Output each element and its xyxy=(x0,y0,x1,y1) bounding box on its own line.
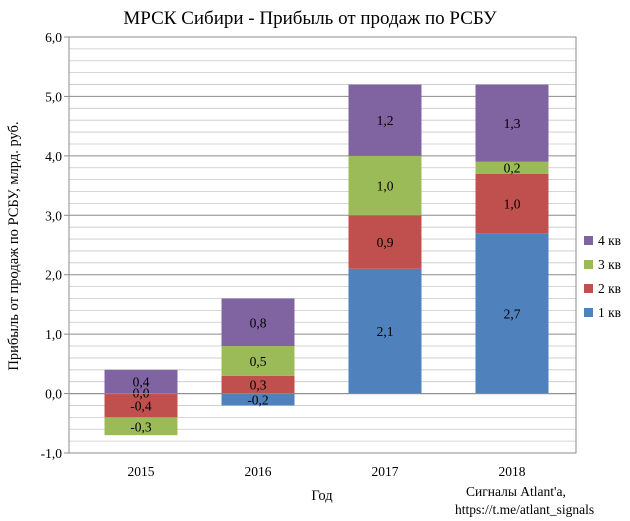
data-label-2017-q4: 1,2 xyxy=(377,113,394,128)
data-label-2018-q2: 1,0 xyxy=(504,196,521,211)
chart-title: МРСК Сибири - Прибыль от продаж по РСБУ xyxy=(123,8,497,29)
data-label-2015-q2: -0,4 xyxy=(130,398,152,413)
bar-2016-q3 xyxy=(221,346,295,376)
y-tick-label: 4,0 xyxy=(45,149,62,164)
legend-label-2: 2 кв xyxy=(598,281,621,296)
y-tick-label: 6,0 xyxy=(45,30,62,45)
bar-2017-q3 xyxy=(348,155,422,216)
data-label-2016-q1: -0,2 xyxy=(247,393,268,408)
y-tick-label: 0,0 xyxy=(45,387,62,402)
y-tick-label: 3,0 xyxy=(45,208,62,223)
data-label-2018-q1: 2,7 xyxy=(504,306,521,321)
data-label-2017-q1: 2,1 xyxy=(377,324,394,339)
bar-2017-q4 xyxy=(348,84,422,156)
credit-line-1: Сигналы Atlant'a, xyxy=(466,484,566,499)
legend-swatch-3 xyxy=(584,260,593,269)
x-axis: 2015 2016 2017 2018 xyxy=(69,393,576,479)
legend-swatch-4 xyxy=(584,236,593,245)
legend-label-3: 3 кв xyxy=(598,257,621,272)
data-label-2016-q2: 0,3 xyxy=(250,378,267,393)
bar-2015-q4 xyxy=(104,369,178,394)
bar-2016-q1 xyxy=(221,393,295,406)
x-tick-label-2018: 2018 xyxy=(499,464,526,479)
bar-2016-q2 xyxy=(221,375,295,394)
bar-2015-q3 xyxy=(104,417,178,436)
data-label-2018-q3: 0,2 xyxy=(504,161,521,176)
y-tick-label: 1,0 xyxy=(45,327,62,342)
bar-2018-q2 xyxy=(475,173,549,234)
plot-border xyxy=(68,36,577,454)
bars xyxy=(104,84,549,436)
y-axis: -1,0 0,0 1,0 2,0 3,0 4,0 5,0 6,0 xyxy=(41,30,69,461)
y-axis-title: Прибыль от продаж по РСБУ, млрд. руб. xyxy=(6,121,22,370)
data-label-2015-q4: 0,4 xyxy=(133,375,150,390)
y-tick-label: 5,0 xyxy=(45,89,62,104)
legend-swatch-1 xyxy=(584,308,593,317)
data-label-2015-q3: -0,3 xyxy=(130,419,152,434)
x-tick-label-2017: 2017 xyxy=(372,464,399,479)
bar-2017-q2 xyxy=(348,215,422,269)
bar-2015-q2 xyxy=(104,393,178,418)
bar-2018-q1 xyxy=(475,233,549,394)
y-tick-label: 2,0 xyxy=(45,268,62,283)
bar-2018-q4 xyxy=(475,84,549,162)
bar-2018-q3 xyxy=(475,161,549,174)
data-label-2016-q4: 0,8 xyxy=(250,315,267,330)
plot-area xyxy=(68,36,577,454)
data-label-2017-q3: 1,0 xyxy=(377,179,394,194)
data-label-2018-q4: 1,3 xyxy=(504,116,521,131)
x-tick-label-2015: 2015 xyxy=(128,464,155,479)
data-label-2016-q3: 0,5 xyxy=(250,354,267,369)
x-tick-label-2016: 2016 xyxy=(245,464,272,479)
legend-label-1: 1 кв xyxy=(598,305,621,320)
x-axis-title: Год xyxy=(311,488,333,504)
bar-2016-q4 xyxy=(221,298,295,347)
data-label-2017-q2: 0,9 xyxy=(377,235,394,250)
legend: 4 кв 3 кв 2 кв 1 кв xyxy=(584,233,621,320)
y-tick-label: -1,0 xyxy=(41,446,63,461)
data-labels: -0,4 -0,3 0,4 -0,20,3 0,5 0,8 2,1 0,9 1,0 1,2 2,7 1… xyxy=(130,113,520,434)
legend-swatch-2 xyxy=(584,284,593,293)
legend-label-4: 4 кв xyxy=(598,233,621,248)
bar-2017-q1 xyxy=(348,268,422,394)
credit-line-2: https://t.me/atlant_signals xyxy=(455,502,594,517)
